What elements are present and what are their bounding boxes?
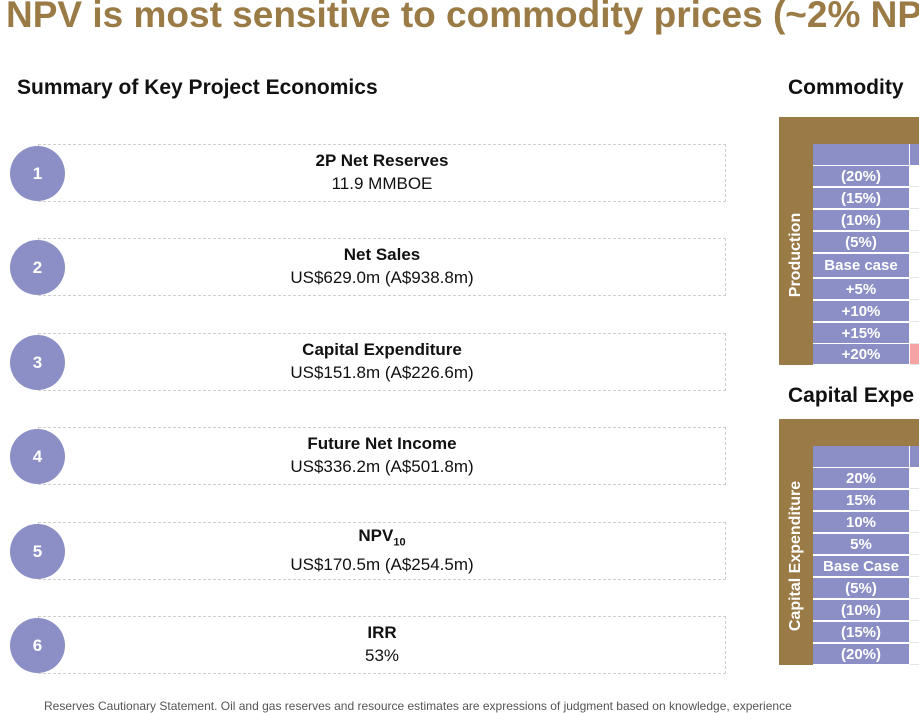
commodity-heading: Commodity xyxy=(788,76,904,99)
metric-row-net-sales: 2 Net Sales US$629.0m (A$938.8m) xyxy=(10,238,726,296)
value-cell xyxy=(910,512,919,533)
metric-box: Capital Expenditure US$151.8m (A$226.6m) xyxy=(38,333,726,391)
row-label: Base Case xyxy=(813,556,909,577)
capex-heading: Capital Expe xyxy=(788,384,915,407)
metric-row-irr: 6 IRR 53% xyxy=(10,616,726,674)
value-cell xyxy=(910,578,919,599)
metric-label: Capital Expenditure xyxy=(302,340,462,359)
npv-label-text: NPV xyxy=(358,525,394,545)
metric-value: US$336.2m (A$501.8m) xyxy=(290,457,474,476)
table-header-bar xyxy=(779,419,919,446)
summary-heading: Summary of Key Project Economics xyxy=(17,76,378,99)
row-label: +15% xyxy=(813,323,909,344)
value-cell xyxy=(910,210,919,231)
value-cell xyxy=(910,188,919,209)
page-title: NPV is most sensitive to commodity price… xyxy=(6,0,919,35)
value-cell xyxy=(910,534,919,555)
row-label: +10% xyxy=(813,301,909,322)
row-label: (15%) xyxy=(813,188,909,209)
table-subheader xyxy=(813,144,909,166)
row-label: +20% xyxy=(813,344,909,365)
table-axis-band: Production xyxy=(779,144,813,365)
table-subheader-cell xyxy=(910,446,919,467)
row-label: (20%) xyxy=(813,644,909,665)
table-subheader xyxy=(813,446,909,468)
npv-label-subscript: 10 xyxy=(393,536,406,549)
value-cell xyxy=(910,232,919,253)
row-label: 15% xyxy=(813,490,909,511)
value-cell xyxy=(910,556,919,577)
metric-value: 11.9 MMBOE xyxy=(331,174,433,193)
row-label: (5%) xyxy=(813,232,909,253)
step-badge: 5 xyxy=(10,524,65,579)
value-cell xyxy=(910,301,919,322)
value-cell xyxy=(910,490,919,511)
row-label: 10% xyxy=(813,512,909,533)
value-cell xyxy=(910,644,919,665)
metric-value: US$151.8m (A$226.6m) xyxy=(290,363,474,382)
value-cell xyxy=(910,622,919,643)
step-badge: 6 xyxy=(10,618,65,673)
metric-value: US$629.0m (A$938.8m) xyxy=(290,268,474,287)
capex-axis-label: Capital Expenditure xyxy=(787,480,804,631)
metric-label: Net Sales xyxy=(343,245,421,264)
value-cell xyxy=(910,600,919,621)
metric-label: IRR xyxy=(367,623,397,642)
metric-box: IRR 53% xyxy=(38,616,726,674)
value-cell-highlight xyxy=(910,344,919,365)
step-badge: 4 xyxy=(10,429,65,484)
value-cell xyxy=(910,279,919,300)
metric-box: Net Sales US$629.0m (A$938.8m) xyxy=(38,238,726,296)
production-axis-label: Production xyxy=(787,212,804,297)
value-cell xyxy=(910,468,919,489)
row-label: +5% xyxy=(813,279,909,300)
row-label: 20% xyxy=(813,468,909,489)
capex-sensitivity-table: Capital Expenditure 20% 15% 10% 5% Base … xyxy=(779,419,919,665)
row-label: 5% xyxy=(813,534,909,555)
value-cell xyxy=(910,323,919,344)
row-label: (10%) xyxy=(813,210,909,231)
metric-value: 53% xyxy=(364,646,400,665)
metric-box: NPV10 US$170.5m (A$254.5m) xyxy=(38,522,726,580)
metric-row-reserves: 1 2P Net Reserves 11.9 MMBOE xyxy=(10,144,726,202)
step-badge: 1 xyxy=(10,146,65,201)
row-label: (20%) xyxy=(813,166,909,187)
commodity-sensitivity-table: Production (20%) (15%) (10%) (5%) Base c… xyxy=(779,117,919,365)
footnote: Reserves Cautionary Statement. Oil and g… xyxy=(44,699,792,713)
metric-value: US$170.5m (A$254.5m) xyxy=(290,555,474,575)
metric-row-capex: 3 Capital Expenditure US$151.8m (A$226.6… xyxy=(10,333,726,391)
row-label: (10%) xyxy=(813,600,909,621)
step-badge: 2 xyxy=(10,240,65,295)
metric-label: Future Net Income xyxy=(307,434,457,453)
table-header-bar xyxy=(779,117,919,144)
metric-box: 2P Net Reserves 11.9 MMBOE xyxy=(38,144,726,202)
table-axis-band: Capital Expenditure xyxy=(779,446,813,665)
metric-label: NPV10 xyxy=(358,525,405,553)
metric-row-future-net-income: 4 Future Net Income US$336.2m (A$501.8m) xyxy=(10,427,726,485)
table-subheader-cell xyxy=(910,144,919,165)
metric-box: Future Net Income US$336.2m (A$501.8m) xyxy=(38,427,726,485)
row-label: (5%) xyxy=(813,578,909,599)
row-label: (15%) xyxy=(813,622,909,643)
value-cell xyxy=(910,166,919,187)
metric-label: 2P Net Reserves xyxy=(315,151,449,170)
step-badge: 3 xyxy=(10,335,65,390)
metric-row-npv: 5 NPV10 US$170.5m (A$254.5m) xyxy=(10,522,726,580)
value-cell xyxy=(910,254,919,278)
row-label: Base case xyxy=(813,254,909,278)
